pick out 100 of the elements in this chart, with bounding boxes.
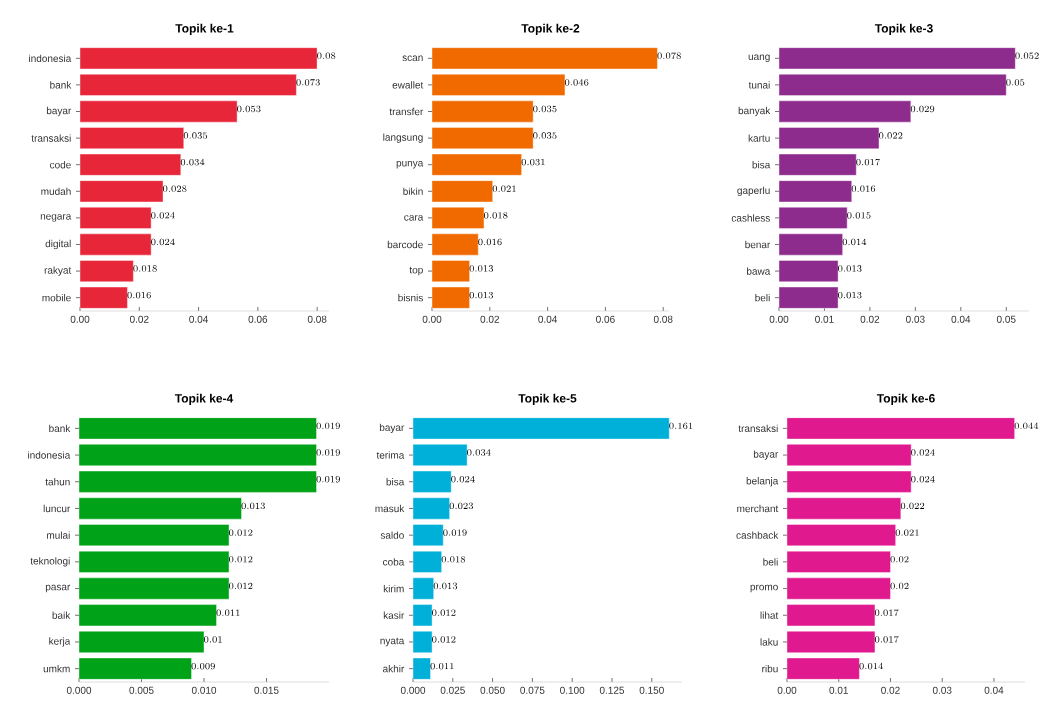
y-tick-label: nyata xyxy=(380,637,405,647)
data-label: 0 . 014 xyxy=(842,238,867,246)
data-label: 0 . 018 xyxy=(133,265,157,272)
y-tick-label: cashless xyxy=(731,214,770,222)
bar xyxy=(79,470,317,493)
data-label: 0 . 019 xyxy=(316,449,340,456)
chart-title: Topik ke-2 xyxy=(521,23,580,35)
bar xyxy=(779,286,839,309)
x-tick-label: 0.05 xyxy=(996,315,1016,323)
y-tick-label: laku xyxy=(760,638,778,646)
x-tick-label: 0.06 xyxy=(596,315,615,323)
bar xyxy=(79,577,230,600)
bar xyxy=(779,127,880,149)
data-label: 0 . 02 xyxy=(890,582,909,590)
bar xyxy=(779,207,848,229)
bar xyxy=(787,631,876,653)
data-label: 0 . 024 xyxy=(451,475,475,483)
x-tick-label: 0.100 xyxy=(560,686,585,694)
bar xyxy=(787,657,860,680)
data-label: 0 . 05 xyxy=(1006,79,1025,86)
data-label: 0 . 035 xyxy=(533,132,557,139)
data-label: 0 . 035 xyxy=(183,132,208,139)
x-tick-label: 0.075 xyxy=(520,686,545,694)
data-label: 0 . 016 xyxy=(127,291,151,299)
bar xyxy=(779,153,857,176)
bar xyxy=(787,550,891,573)
data-label: 0 . 013 xyxy=(838,265,862,272)
bar xyxy=(779,180,852,203)
data-label: 0 . 012 xyxy=(229,582,253,590)
y-tick-label: mulai xyxy=(47,531,70,539)
data-label: 0 . 017 xyxy=(874,609,899,616)
bar xyxy=(432,180,493,203)
data-label: 0 . 017 xyxy=(874,636,899,643)
x-tick-label: 0.02 xyxy=(860,315,880,323)
data-label: 0 . 011 xyxy=(216,609,240,616)
y-tick-label: beli xyxy=(755,294,770,302)
bar xyxy=(432,207,485,229)
y-tick-label: rakyat xyxy=(44,266,72,276)
data-label: 0 . 013 xyxy=(838,291,862,299)
data-label: 0 . 014 xyxy=(859,662,883,670)
bar xyxy=(80,74,297,96)
data-label: 0 . 013 xyxy=(433,582,458,590)
x-tick-label: 0.005 xyxy=(129,686,154,694)
y-tick-label: tahun xyxy=(45,478,70,486)
y-tick-label: code xyxy=(50,161,71,169)
bar xyxy=(80,153,181,176)
y-tick-label: bayar xyxy=(46,106,72,117)
y-tick-label: bank xyxy=(49,424,71,433)
y-tick-label: terima xyxy=(376,451,405,459)
bar xyxy=(779,100,912,123)
y-tick-label: transaksi xyxy=(31,134,71,142)
data-label: 0 . 012 xyxy=(229,529,253,536)
data-label: 0 . 016 xyxy=(851,185,876,192)
y-tick-label: lihat xyxy=(760,611,779,619)
x-tick-label: 0.00 xyxy=(70,315,90,323)
bar xyxy=(432,286,470,309)
data-label: 0 . 034 xyxy=(467,449,491,456)
data-label: 0 . 019 xyxy=(316,476,340,483)
data-label: 0 . 013 xyxy=(469,265,493,272)
bar xyxy=(413,524,444,547)
x-tick-label: 0.02 xyxy=(129,315,149,323)
bar xyxy=(79,604,217,627)
y-tick-label: banyak xyxy=(738,106,771,117)
y-tick-label: bisa xyxy=(386,478,405,486)
y-tick-label: umkm xyxy=(43,664,70,673)
bar xyxy=(787,524,896,547)
bar xyxy=(79,657,192,680)
y-tick-label: negara xyxy=(40,214,72,222)
bar xyxy=(779,233,843,256)
bar xyxy=(79,497,242,520)
y-tick-label: barcode xyxy=(387,240,423,249)
y-tick-label: coba xyxy=(383,558,405,566)
data-label: 0 . 024 xyxy=(151,212,175,219)
x-tick-label: 0.02 xyxy=(881,686,900,694)
y-tick-label: mobile xyxy=(42,294,71,302)
data-label: 0 . 028 xyxy=(163,185,187,192)
data-label: 0 . 011 xyxy=(430,662,454,670)
y-tick-label: indonesia xyxy=(29,54,72,62)
chart-title: Topik ke-1 xyxy=(175,23,234,35)
y-tick-label: baik xyxy=(52,611,71,619)
y-tick-label: merchant xyxy=(737,504,779,513)
bar xyxy=(80,47,318,70)
y-tick-label: uang xyxy=(748,54,770,63)
data-label: 0 . 08 xyxy=(317,52,336,59)
bar xyxy=(432,100,534,123)
y-tick-label: digital xyxy=(45,239,71,250)
y-tick-label: beli xyxy=(763,558,778,566)
y-tick-label: ribu xyxy=(762,664,778,673)
data-label: 0 . 013 xyxy=(241,502,265,510)
bar xyxy=(787,604,876,627)
y-tick-label: belanja xyxy=(746,477,779,487)
y-tick-label: bayar xyxy=(753,450,779,460)
bar xyxy=(413,470,452,493)
x-tick-label: 0.04 xyxy=(189,315,209,323)
bar xyxy=(787,497,902,520)
bar xyxy=(432,74,566,96)
bar xyxy=(432,127,534,149)
data-label: 0 . 022 xyxy=(900,502,925,510)
data-label: 0 . 034 xyxy=(180,158,205,166)
y-tick-label: kirim xyxy=(383,584,404,593)
